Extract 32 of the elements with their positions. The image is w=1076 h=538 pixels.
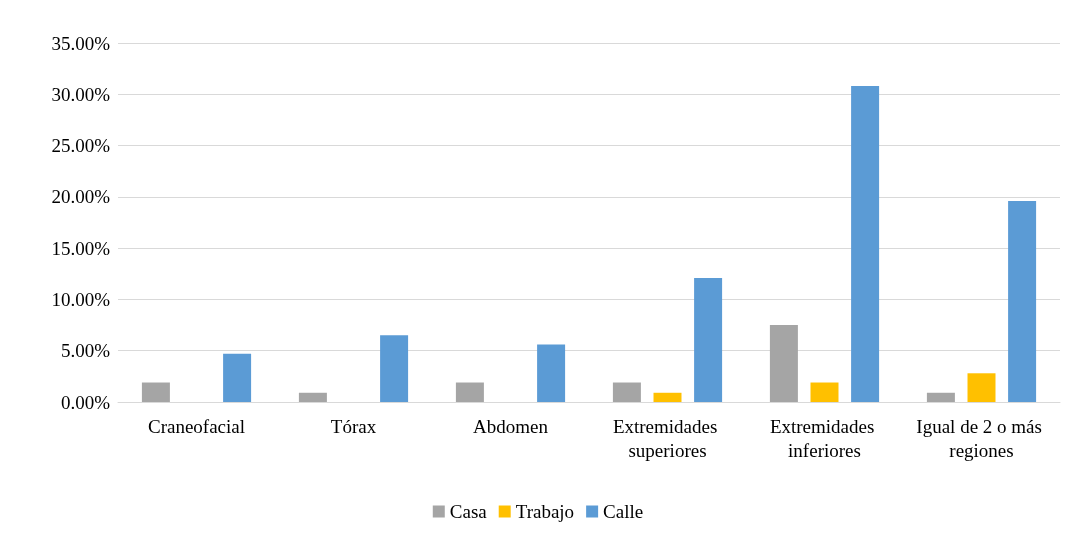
bar bbox=[223, 353, 252, 402]
y-tick-label: 0.00% bbox=[60, 391, 111, 413]
bar bbox=[380, 335, 409, 402]
y-tick-label: 25.00% bbox=[51, 135, 111, 157]
bar bbox=[1008, 200, 1037, 402]
legend-label: Casa bbox=[449, 501, 488, 522]
x-tick-label: Tórax bbox=[330, 415, 377, 437]
bar bbox=[926, 392, 955, 402]
x-tick-label: Abdomen bbox=[473, 415, 549, 437]
bar bbox=[769, 325, 798, 402]
x-tick-label: Craneofacial bbox=[147, 415, 246, 437]
y-tick-label: 15.00% bbox=[51, 237, 111, 259]
bar bbox=[141, 382, 170, 402]
x-tick-label: Extremidades superiores bbox=[612, 415, 723, 461]
bar bbox=[612, 382, 641, 402]
y-tick-label: 10.00% bbox=[51, 288, 111, 310]
legend-label: Trabajo bbox=[515, 501, 575, 522]
bar bbox=[967, 373, 996, 402]
bar bbox=[653, 392, 682, 402]
bar bbox=[537, 344, 566, 402]
y-tick-label: 5.00% bbox=[60, 340, 111, 362]
bar bbox=[810, 382, 839, 402]
y-tick-label: 30.00% bbox=[51, 83, 111, 105]
y-tick-label: 20.00% bbox=[51, 186, 111, 208]
bar bbox=[455, 382, 484, 402]
bar bbox=[694, 277, 723, 402]
legend-label: Calle bbox=[603, 501, 644, 522]
y-tick-label: 35.00% bbox=[51, 32, 111, 54]
x-tick-label: Extremidades inferiores bbox=[769, 415, 880, 461]
bar bbox=[298, 392, 327, 402]
bar bbox=[851, 86, 880, 402]
x-tick-label: Igual de 2 o más regiones bbox=[916, 415, 1047, 461]
